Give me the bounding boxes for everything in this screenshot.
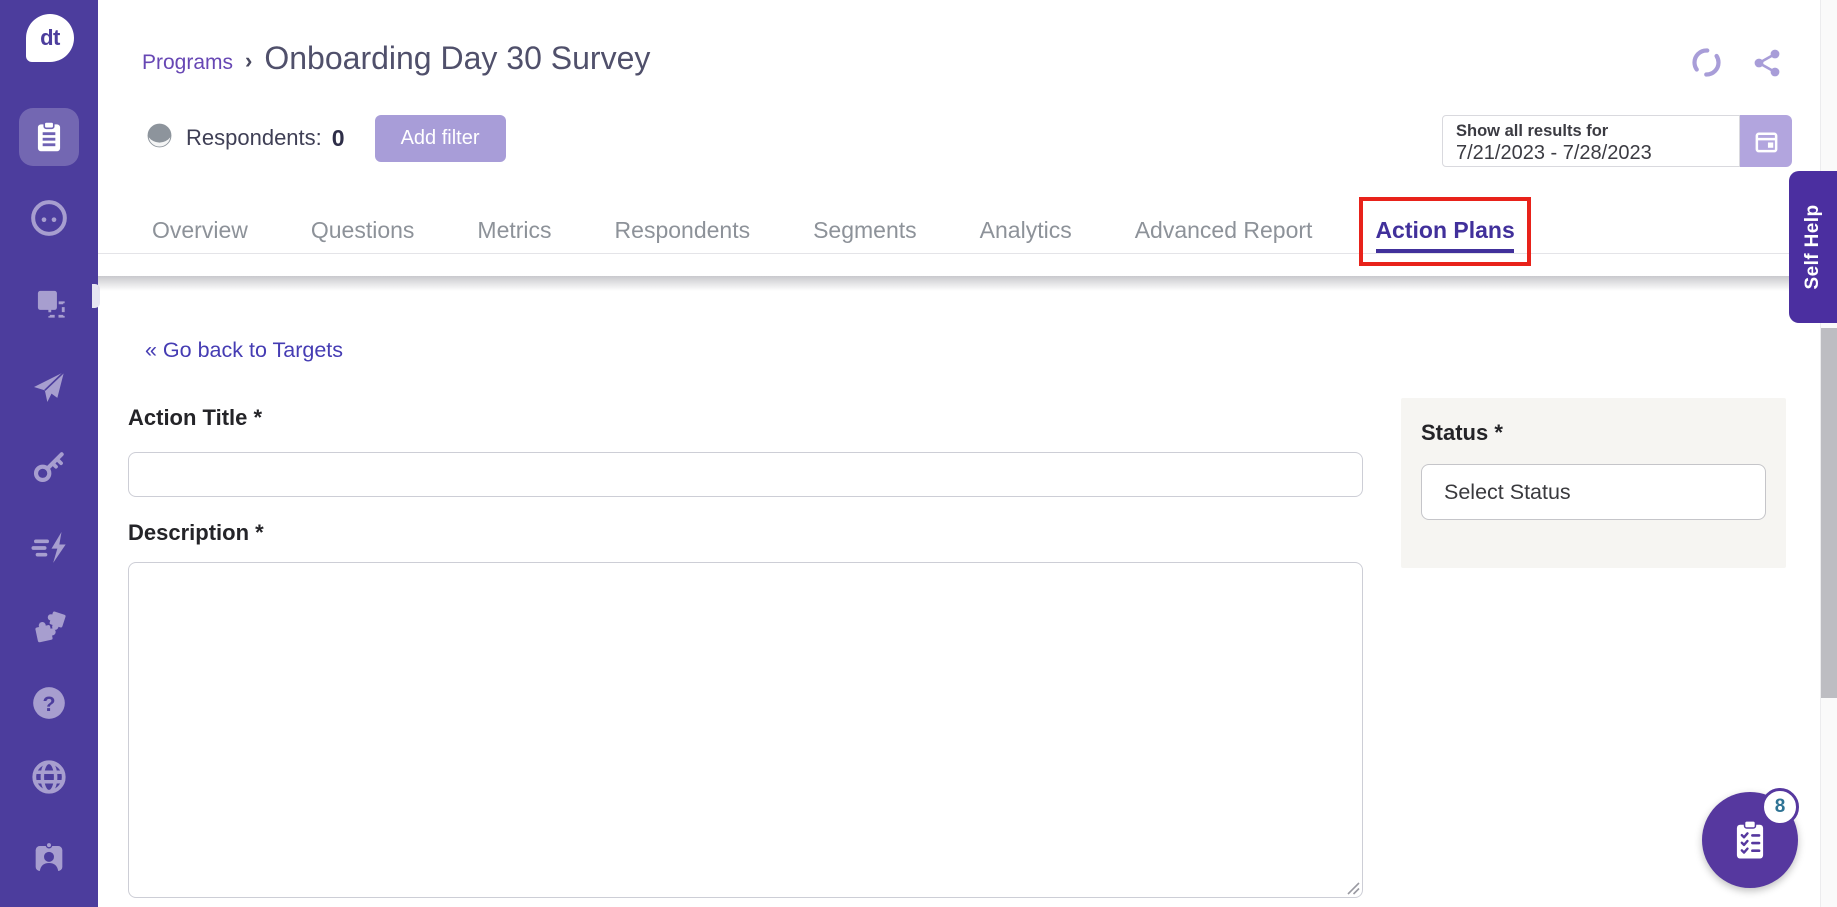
survey-tabbar: Overview Questions Metrics Respondents S… bbox=[98, 197, 1792, 266]
sidebar-item-integrations[interactable] bbox=[19, 598, 79, 656]
sidebar-item-distribute[interactable] bbox=[19, 358, 79, 416]
share-icon bbox=[1754, 49, 1780, 76]
clipboard-checklist-icon bbox=[1736, 820, 1764, 859]
sidebar-item-surveys[interactable] bbox=[19, 108, 79, 166]
copy-programs-icon bbox=[37, 290, 65, 318]
badge-count: 8 bbox=[1774, 796, 1786, 817]
header-shadow bbox=[98, 276, 1792, 291]
tab-advanced-report[interactable]: Advanced Report bbox=[1134, 217, 1313, 243]
tab-action-plans[interactable]: Action Plans bbox=[1359, 197, 1531, 266]
action-title-label: Action Title * bbox=[128, 405, 263, 430]
go-back-to-targets-link[interactable]: « Go back to Targets bbox=[145, 338, 343, 362]
sidebar-item-respondents[interactable] bbox=[19, 189, 79, 247]
sidebar-drawer-handle[interactable] bbox=[92, 284, 100, 308]
surveys-clipboard-icon bbox=[37, 121, 61, 152]
sidebar-item-help[interactable]: ? bbox=[19, 674, 79, 732]
active-tab-underline bbox=[1376, 249, 1514, 253]
scrollbar-thumb[interactable] bbox=[1821, 328, 1837, 698]
date-range-value: 7/21/2023 - 7/28/2023 bbox=[1456, 142, 1652, 164]
sidebar-item-access[interactable] bbox=[19, 438, 79, 496]
description-label: Description * bbox=[128, 520, 264, 545]
respondents-face-icon bbox=[31, 200, 67, 236]
date-range-display[interactable]: Show all results for 7/21/2023 - 7/28/20… bbox=[1442, 115, 1740, 167]
dropthought-logo[interactable]: dt bbox=[26, 14, 74, 62]
tab-metrics[interactable]: Metrics bbox=[477, 217, 552, 243]
quick-actions-flash-icon bbox=[31, 532, 66, 563]
tab-segments[interactable]: Segments bbox=[813, 217, 917, 243]
action-title-input[interactable] bbox=[128, 452, 1363, 497]
send-icon bbox=[34, 371, 65, 402]
respondents-label: Respondents: bbox=[186, 125, 322, 150]
tab-respondents[interactable]: Respondents bbox=[614, 217, 751, 243]
breadcrumb-separator: › bbox=[245, 48, 253, 73]
key-icon bbox=[33, 452, 64, 483]
notification-badge: 8 bbox=[1761, 788, 1799, 826]
self-help-label: Self Help bbox=[1802, 204, 1823, 290]
share-button[interactable] bbox=[1751, 47, 1783, 84]
breadcrumb: Programs › Onboarding Day 30 Survey bbox=[142, 40, 650, 77]
tab-overview[interactable]: Overview bbox=[152, 217, 248, 243]
breadcrumb-programs-link[interactable]: Programs bbox=[142, 51, 234, 74]
tab-questions[interactable]: Questions bbox=[310, 217, 415, 243]
status-panel: Status * Select Status bbox=[1401, 398, 1786, 568]
status-select-dropdown[interactable]: Select Status bbox=[1421, 464, 1766, 520]
status-label: Status * bbox=[1421, 420, 1503, 445]
help-icon: ? bbox=[33, 687, 65, 719]
sidebar: dt bbox=[0, 0, 98, 907]
sidebar-item-language[interactable] bbox=[19, 748, 79, 806]
account-card-icon bbox=[35, 841, 63, 871]
page-title: Onboarding Day 30 Survey bbox=[264, 40, 651, 76]
date-range-caption: Show all results for bbox=[1456, 122, 1609, 140]
add-filter-button[interactable]: Add filter bbox=[374, 114, 506, 162]
calendar-icon bbox=[1755, 132, 1777, 152]
integrations-puzzle-icon bbox=[35, 611, 66, 643]
tab-analytics[interactable]: Analytics bbox=[979, 217, 1072, 243]
self-help-tab[interactable]: Self Help bbox=[1789, 171, 1837, 323]
respondent-face-icon bbox=[146, 122, 173, 154]
sidebar-item-copy[interactable] bbox=[19, 273, 79, 331]
refresh-icon bbox=[1692, 48, 1721, 77]
svg-text:?: ? bbox=[42, 692, 55, 716]
globe-icon bbox=[32, 760, 66, 794]
sidebar-item-quick-actions[interactable] bbox=[19, 518, 79, 576]
logo-text: dt bbox=[40, 25, 60, 50]
sidebar-item-account[interactable] bbox=[19, 827, 79, 885]
refresh-button[interactable] bbox=[1690, 46, 1723, 84]
description-textarea[interactable] bbox=[128, 562, 1363, 898]
respondents-count: 0 bbox=[331, 124, 345, 151]
respondents-summary: Respondents: 0 Add filter bbox=[146, 114, 506, 162]
date-picker-button[interactable] bbox=[1740, 115, 1792, 167]
